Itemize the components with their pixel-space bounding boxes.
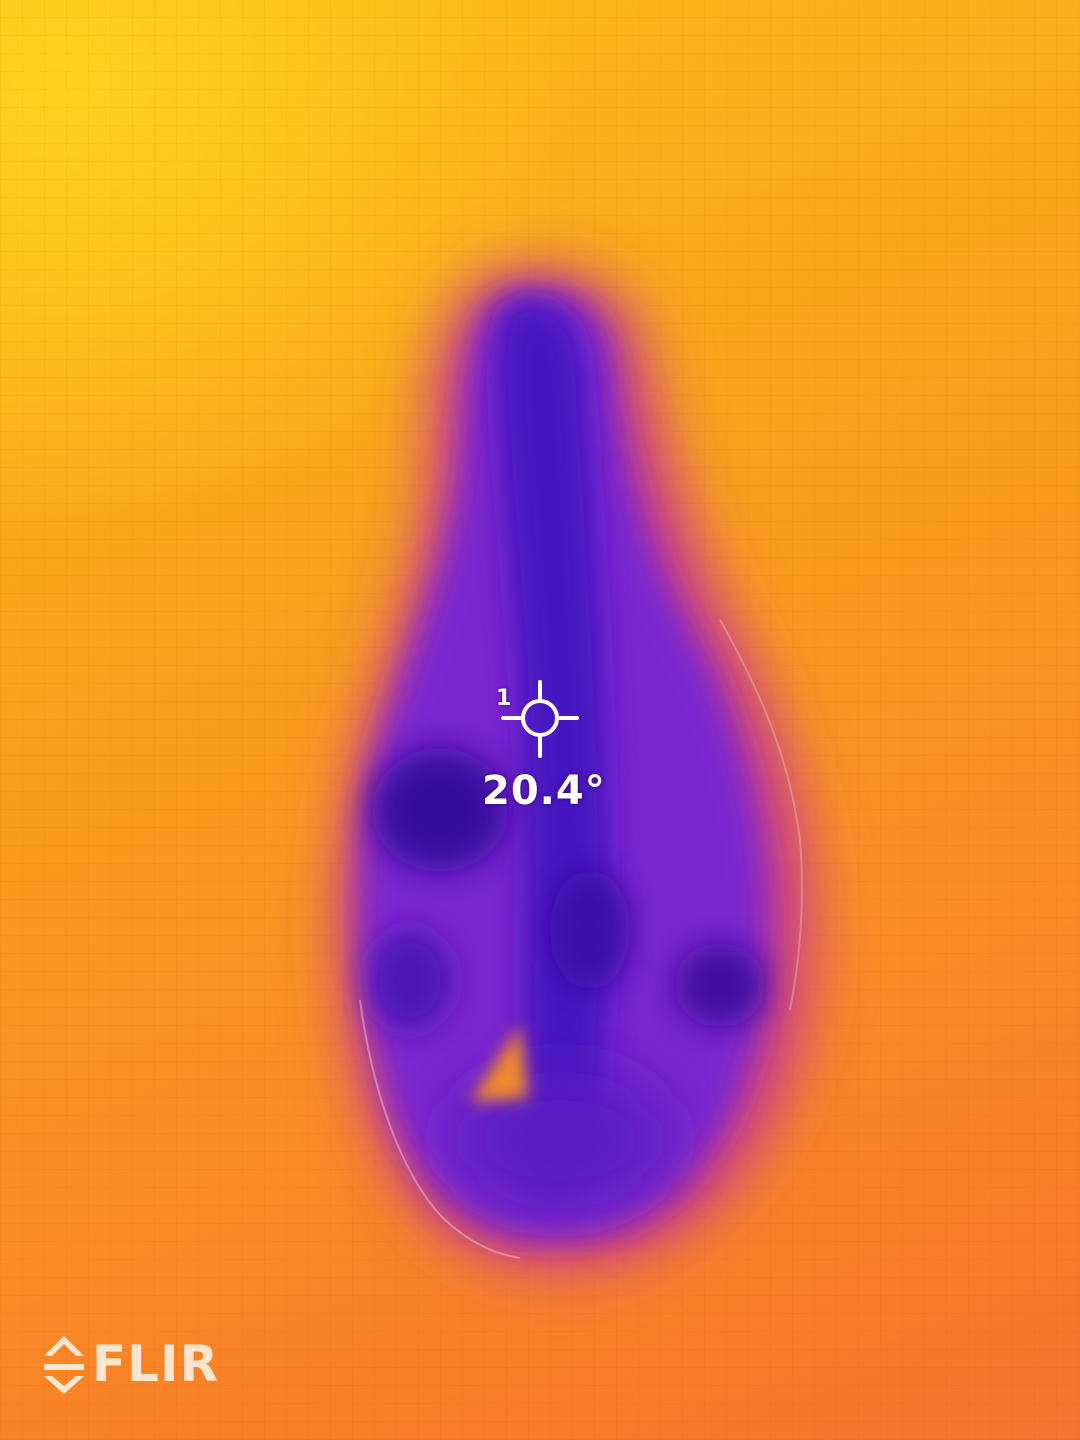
flir-diamond-icon (44, 1336, 84, 1394)
spot-temperature-readout: 20.4° (482, 768, 606, 814)
flir-logo: FLIR (42, 1332, 219, 1396)
flir-logo-text: FLIR (92, 1335, 220, 1393)
spot-meter-index: 1 (496, 686, 512, 711)
